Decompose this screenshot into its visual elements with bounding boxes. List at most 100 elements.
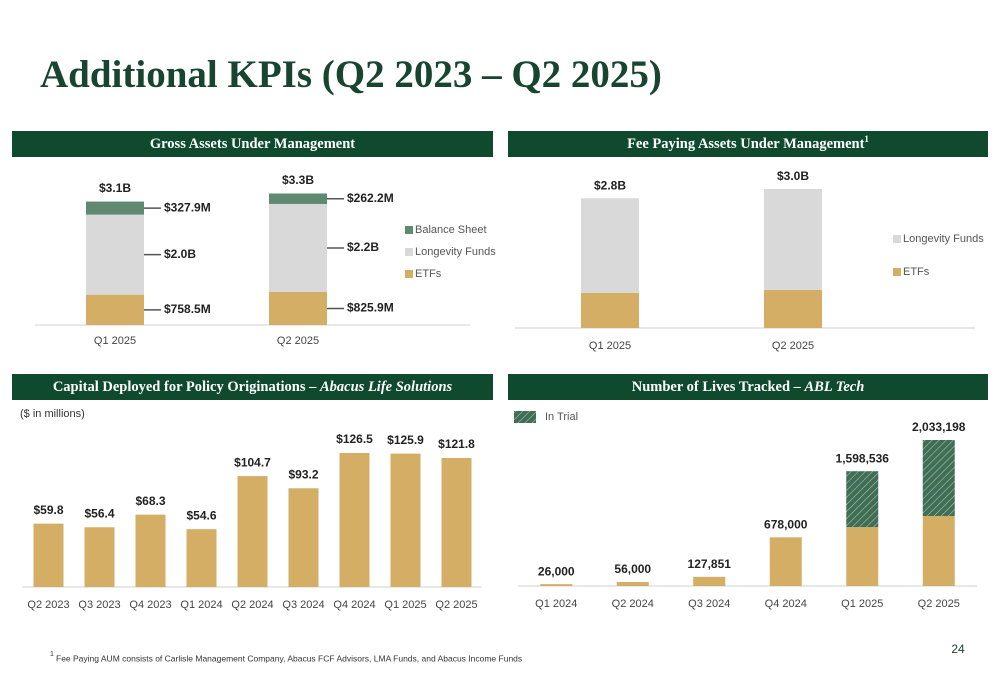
segment-label: $825.9M (347, 301, 394, 315)
panel-title-mark: 1 (864, 134, 869, 144)
bar (441, 457, 472, 587)
slide-title: Additional KPIs (Q2 2023 – Q2 2025) (40, 53, 662, 96)
bar-segment (846, 527, 879, 586)
bar-segment (581, 292, 639, 328)
bar-segment (581, 198, 639, 293)
total-label: 1,598,536 (836, 451, 890, 465)
panel-title-text: Number of Lives Tracked – (632, 379, 805, 395)
x-tick-label: Q4 2024 (765, 598, 807, 610)
segment-label: $262.2M (347, 191, 394, 205)
bar-segment (86, 201, 144, 215)
bar (186, 529, 217, 587)
value-label: $93.2 (288, 467, 318, 481)
bar-segment (269, 193, 327, 204)
panel-header (508, 131, 988, 157)
bar-segment (540, 584, 573, 586)
bar-segment (693, 576, 726, 586)
legend-swatch (514, 411, 536, 423)
segment-label: $2.2B (347, 240, 379, 254)
bar (84, 527, 115, 587)
segment-label: $2.0B (164, 247, 196, 261)
bar-segment (86, 214, 144, 295)
legend-label: Longevity Funds (415, 246, 496, 258)
legend-swatch (405, 226, 413, 234)
x-tick-label: Q2 2025 (918, 598, 960, 610)
panel-title: Number of Lives Tracked – ABL Tech (632, 379, 865, 395)
value-label: $104.7 (234, 455, 271, 469)
footnote: Fee Paying AUM consists of Carlisle Mana… (56, 653, 522, 663)
footnote-mark: 1 (50, 651, 54, 658)
bar-segment (769, 537, 802, 586)
total-label: 127,851 (688, 557, 732, 571)
x-tick-label: Q2 2025 (277, 335, 319, 347)
bar-segment (616, 581, 649, 586)
bar-segment (269, 291, 327, 325)
x-tick-label: Q3 2024 (688, 598, 730, 610)
total-label: 56,000 (614, 562, 651, 576)
x-tick-label: Q2 2025 (435, 599, 477, 611)
bar (135, 514, 166, 587)
total-label: 2,033,198 (912, 420, 966, 434)
legend-swatch (405, 248, 413, 256)
legend-swatch (405, 270, 413, 278)
legend-label: ETFs (415, 268, 442, 280)
x-tick-label: Q1 2024 (535, 598, 577, 610)
panel-subtitle: ($ in millions) (20, 408, 85, 420)
bar-segment (922, 440, 955, 516)
panel-title: Gross Assets Under Management (150, 136, 355, 152)
total-label: $2.8B (594, 178, 626, 192)
bar (33, 523, 64, 587)
bar-segment (764, 189, 822, 291)
bar (288, 488, 319, 587)
x-tick-label: Q4 2023 (129, 599, 171, 611)
x-tick-label: Q2 2025 (772, 340, 814, 352)
total-label: $3.1B (99, 181, 131, 195)
legend-swatch (893, 235, 901, 243)
page-number: 24 (951, 642, 965, 656)
panel-header (12, 131, 493, 157)
panel-title-text: Gross Assets Under Management (150, 136, 355, 152)
x-tick-label: Q2 2024 (612, 598, 654, 610)
segment-label: $758.5M (164, 302, 211, 316)
value-label: $59.8 (33, 503, 63, 517)
segment-label: $327.9M (164, 200, 211, 214)
bar-segment (86, 294, 144, 325)
x-tick-label: Q1 2025 (94, 335, 136, 347)
legend-label: ETFs (903, 266, 930, 278)
value-label: $54.6 (186, 508, 216, 522)
value-label: $68.3 (135, 494, 165, 508)
x-tick-label: Q2 2023 (27, 599, 69, 611)
x-tick-label: Q2 2024 (231, 599, 273, 611)
panel-title-emphasis: Abacus Life Solutions (319, 379, 452, 395)
x-tick-label: Q1 2024 (180, 599, 222, 611)
x-tick-label: Q1 2025 (841, 598, 883, 610)
x-tick-label: Q1 2025 (589, 340, 631, 352)
bar-segment (846, 471, 879, 528)
panel-header (508, 374, 988, 400)
panel-title-emphasis: ABL Tech (804, 379, 865, 395)
panel-title: Capital Deployed for Policy Originations… (53, 379, 453, 395)
bar (339, 453, 370, 587)
legend-label: Longevity Funds (903, 233, 984, 245)
x-tick-label: Q4 2024 (333, 599, 375, 611)
total-label: $3.3B (282, 173, 314, 187)
value-label: $125.9 (387, 433, 424, 447)
value-label: $121.8 (438, 437, 475, 451)
x-tick-label: Q1 2025 (384, 599, 426, 611)
panel-header (12, 374, 493, 400)
legend-swatch (893, 268, 901, 276)
panel-title-text: Capital Deployed for Policy Originations… (53, 379, 320, 395)
bar-segment (922, 515, 955, 586)
panel-title-text: Fee Paying Assets Under Management (627, 136, 865, 152)
total-label: 26,000 (538, 564, 575, 578)
legend-label: Balance Sheet (415, 224, 487, 236)
total-label: $3.0B (777, 169, 809, 183)
total-label: 678,000 (764, 517, 808, 531)
bar-segment (269, 203, 327, 292)
value-label: $126.5 (336, 432, 373, 446)
legend-label: In Trial (545, 411, 578, 423)
panel-title: Fee Paying Assets Under Management1 (627, 134, 869, 152)
bar-segment (764, 290, 822, 328)
bar (237, 476, 268, 587)
value-label: $56.4 (84, 506, 114, 520)
